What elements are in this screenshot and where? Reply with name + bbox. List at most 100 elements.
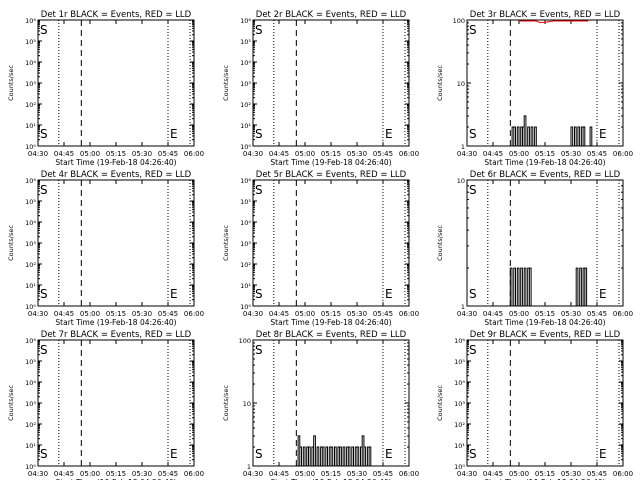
x-tick-label: 05:45 (158, 470, 178, 478)
x-axis-label: Start Time (19-Feb-18 04:26:40) (484, 318, 605, 327)
x-tick-label: 05:30 (561, 470, 581, 478)
y-tick-label: 10⁰ (25, 463, 36, 471)
x-tick-label: 05:00 (80, 470, 100, 478)
y-tick-label: 10³ (25, 80, 36, 88)
x-tick-label: 06:00 (613, 470, 633, 478)
marker-e: E (170, 447, 178, 461)
panel-title: Det 5r BLACK = Events, RED = LLD (256, 170, 407, 180)
x-tick-label: 05:45 (158, 150, 178, 158)
marker-e: E (599, 447, 607, 461)
marker-e: E (170, 287, 178, 301)
x-tick-label: 04:30 (457, 150, 477, 158)
y-tick-label: 10⁶ (25, 337, 36, 345)
x-tick-label: 05:15 (321, 470, 341, 478)
x-tick-label: 06:00 (184, 470, 204, 478)
x-tick-label: 05:45 (373, 150, 393, 158)
y-tick-label: 10⁰ (240, 143, 251, 151)
x-tick-label: 04:45 (54, 470, 74, 478)
y-tick-label: 10² (240, 101, 251, 109)
y-axis-label: Counts/sec (7, 65, 15, 101)
events-series (297, 435, 373, 467)
x-tick-label: 06:00 (399, 470, 419, 478)
y-tick-label: 10⁶ (240, 177, 251, 185)
panel-4: Det 4r BLACK = Events, RED = LLD 10⁰ 10¹ 10… (7, 170, 204, 327)
x-tick-label: 05:00 (509, 150, 529, 158)
x-tick-label: 05:00 (295, 470, 315, 478)
y-axis-label: Counts/sec (222, 65, 230, 101)
x-tick-label: 05:15 (106, 470, 126, 478)
x-tick-label: 06:00 (399, 310, 419, 318)
x-tick-label: 05:30 (132, 150, 152, 158)
x-axis-label: Start Time (19-Feb-18 04:26:40) (270, 158, 391, 167)
x-tick-label: 04:45 (483, 150, 503, 158)
panel-2: Det 2r BLACK = Events, RED = LLD 10⁰ 10¹ 10… (222, 10, 419, 167)
x-tick-label: 04:30 (243, 150, 263, 158)
x-tick-label: 05:45 (587, 310, 607, 318)
x-tick-label: 05:45 (587, 150, 607, 158)
y-tick-label: 10⁵ (240, 38, 251, 46)
panel-9: Det 9r BLACK = Events, RED = LLD 10⁰ 10¹ 10… (436, 330, 633, 480)
y-axis-label: Counts/sec (436, 65, 444, 101)
x-tick-label: 04:45 (54, 150, 74, 158)
x-tick-label: 04:30 (457, 310, 477, 318)
y-tick-label: 10⁰ (25, 143, 36, 151)
x-tick-label: 05:30 (132, 470, 152, 478)
x-tick-label: 05:30 (347, 310, 367, 318)
marker-s-bottom: S (469, 127, 477, 141)
events-series (510, 115, 593, 147)
x-tick-label: 05:00 (80, 150, 100, 158)
panel-3: Det 3r BLACK = Events, RED = LLD 1 10 100 04… (436, 10, 633, 167)
panel-8: Det 8r BLACK = Events, RED = LLD 1 10 100 04… (222, 330, 419, 480)
x-tick-label: 05:00 (295, 310, 315, 318)
marker-e: E (599, 127, 607, 141)
y-axis-label: Counts/sec (436, 385, 444, 421)
y-tick-label: 10⁵ (25, 198, 36, 206)
x-tick-label: 06:00 (184, 150, 204, 158)
marker-s: S (255, 23, 263, 37)
x-tick-label: 04:30 (28, 310, 48, 318)
y-tick-label: 10⁶ (240, 17, 251, 25)
y-axis-label: Counts/sec (7, 385, 15, 421)
x-axis-label: Start Time (19-Feb-18 04:26:40) (484, 158, 605, 167)
y-tick-label: 10 (243, 400, 251, 408)
marker-s-bottom: S (255, 447, 263, 461)
x-tick-label: 04:30 (243, 310, 263, 318)
marker-s-bottom: S (255, 127, 263, 141)
panel-title: Det 6r BLACK = Events, RED = LLD (470, 170, 621, 180)
panel-6: Det 6r BLACK = Events, RED = LLD 1 10 04:30… (436, 170, 633, 327)
y-tick-label: 10⁶ (25, 17, 36, 25)
y-tick-label: 10⁶ (25, 177, 36, 185)
x-axis-label: Start Time (19-Feb-18 04:26:40) (55, 478, 176, 480)
marker-s: S (469, 183, 477, 197)
y-tick-label: 1 (461, 303, 465, 311)
marker-s-bottom: S (469, 447, 477, 461)
y-tick-label: 10¹ (25, 442, 36, 450)
x-tick-label: 06:00 (613, 150, 633, 158)
x-tick-label: 05:45 (158, 310, 178, 318)
y-tick-label: 10⁵ (454, 358, 465, 366)
y-tick-label: 10⁴ (25, 379, 36, 387)
y-axis-label: Counts/sec (222, 385, 230, 421)
x-axis-label: Start Time (19-Feb-18 04:26:40) (270, 318, 391, 327)
lld-series (519, 20, 589, 24)
events-series (509, 267, 588, 307)
y-tick-label: 100 (239, 337, 251, 345)
marker-e: E (170, 127, 178, 141)
marker-e: E (385, 127, 393, 141)
x-tick-label: 04:30 (28, 150, 48, 158)
y-tick-label: 10⁴ (454, 379, 465, 387)
panel-title: Det 3r BLACK = Events, RED = LLD (470, 10, 621, 20)
y-tick-label: 10² (25, 261, 36, 269)
y-tick-label: 10⁰ (454, 463, 465, 471)
y-tick-label: 10¹ (25, 122, 36, 130)
x-tick-label: 05:45 (373, 310, 393, 318)
y-tick-label: 10⁶ (454, 337, 465, 345)
marker-e: E (599, 287, 607, 301)
x-tick-label: 04:45 (269, 310, 289, 318)
marker-s: S (469, 343, 477, 357)
panel-title: Det 2r BLACK = Events, RED = LLD (256, 10, 407, 20)
x-tick-label: 04:30 (243, 470, 263, 478)
x-tick-label: 05:45 (587, 470, 607, 478)
y-tick-label: 10⁴ (240, 219, 251, 227)
y-axis-label: Counts/sec (7, 225, 15, 261)
